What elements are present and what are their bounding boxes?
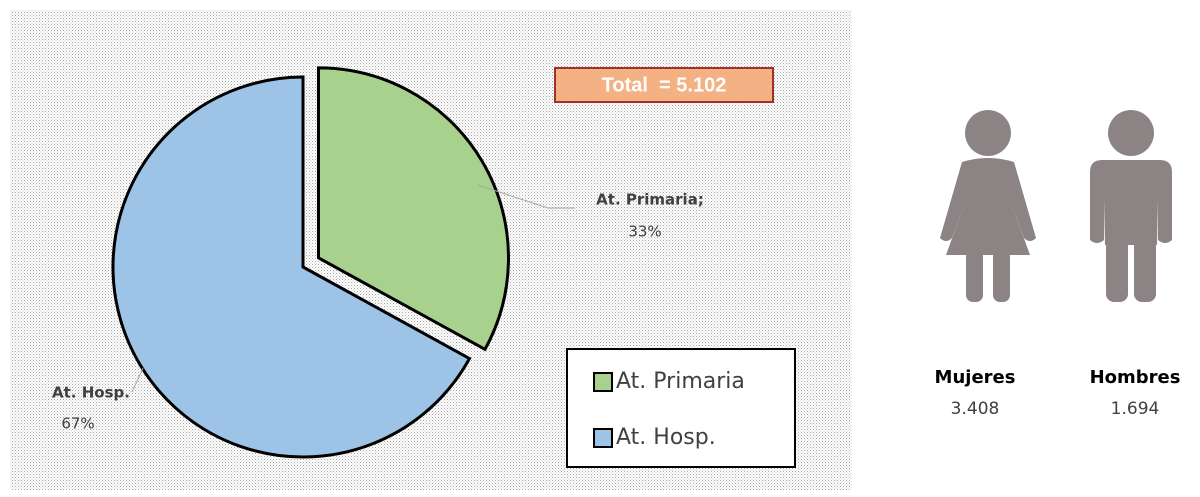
person-name: Mujeres (935, 367, 1016, 388)
legend-items: At. Primaria At. Hosp. (593, 369, 745, 450)
leader-line (131, 367, 144, 393)
total-box (554, 67, 774, 103)
legend-swatch (593, 372, 613, 392)
pie-slice (111, 75, 472, 459)
legend-label: At. Primaria (616, 369, 745, 394)
data-label-value: 67% (61, 415, 94, 433)
people-labels: Mujeres 3.408 Hombres 1.694 (935, 367, 1181, 419)
data-label-name: At. Hosp. (52, 384, 130, 402)
data-label-value: 33% (628, 223, 661, 241)
man-icon (1090, 110, 1172, 302)
data-label-name: At. Primaria; (596, 191, 704, 209)
person-name: Hombres (1090, 367, 1181, 388)
total-text: Total = 5.102 (602, 74, 727, 96)
pie-slice (316, 66, 510, 352)
pie: At. Primaria; 33% At. Hosp. 67% (52, 66, 704, 459)
legend-label: At. Hosp. (616, 425, 716, 450)
woman-icon (940, 110, 1036, 302)
person-value: 3.408 (951, 399, 1000, 419)
person-value: 1.694 (1111, 399, 1160, 419)
leader-line (477, 184, 575, 209)
legend-swatch (593, 428, 613, 448)
